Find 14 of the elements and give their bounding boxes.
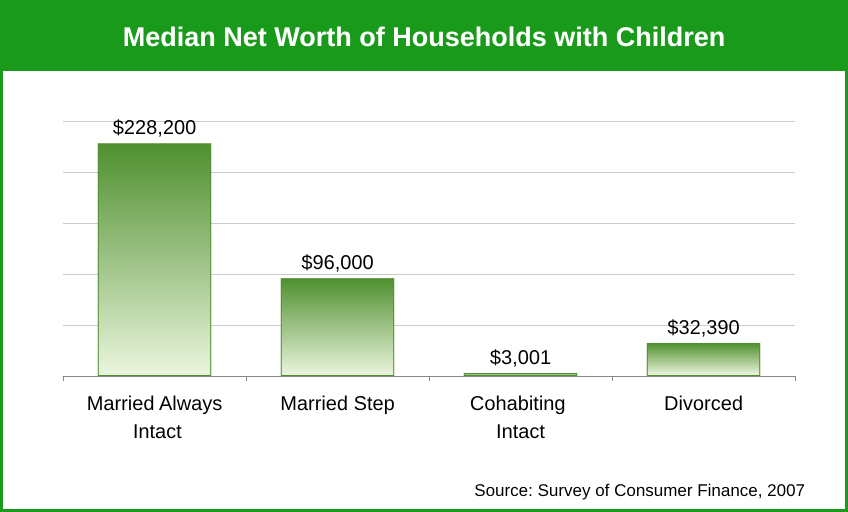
chart-title: Median Net Worth of Households with Children [3, 3, 845, 71]
x-tick-label: Married Step [280, 393, 395, 415]
x-tick-label: Married Always Intact [86, 393, 222, 443]
bar [98, 143, 212, 376]
data-label: $3,001 [490, 346, 552, 369]
data-label: $96,000 [301, 252, 374, 274]
bar [280, 278, 394, 376]
x-tick-label: Cohabiting Intact [470, 393, 572, 443]
bar [464, 372, 578, 376]
bar [646, 342, 760, 376]
source-note: Source: Survey of Consumer Finance, 2007 [474, 481, 805, 501]
data-label: $32,390 [667, 316, 740, 339]
x-tick-label: Divorced [664, 393, 743, 415]
data-label: $228,200 [112, 117, 196, 140]
